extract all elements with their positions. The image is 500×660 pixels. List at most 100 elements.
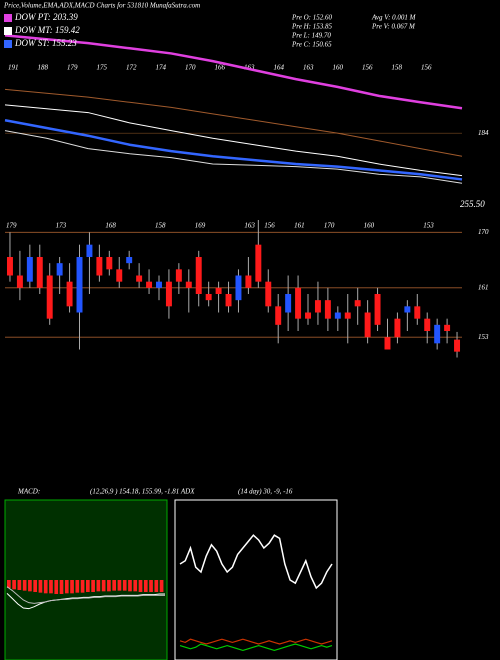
adx-values: (14 day) 30, -9, -16 <box>238 488 293 496</box>
candle-body <box>136 275 143 282</box>
candle-body <box>364 312 371 338</box>
histogram-bar <box>91 580 95 592</box>
x-label: 163 <box>303 64 314 72</box>
candle-body <box>86 244 93 257</box>
candle-body <box>444 324 451 331</box>
x-label: 156 <box>421 64 432 72</box>
candle-body <box>275 306 282 325</box>
high-label: 163 <box>244 222 255 230</box>
high-label: 156 <box>264 222 275 230</box>
histogram-bar <box>107 580 111 592</box>
legend-swatch <box>4 14 12 22</box>
legend-entry: DOW PT: 203.39 <box>14 12 78 22</box>
x-label: 160 <box>333 64 344 72</box>
high-label: 161 <box>294 222 305 230</box>
histogram-bar <box>86 580 90 592</box>
adx-panel <box>174 499 338 660</box>
candle-body <box>106 257 113 270</box>
histogram-bar <box>80 580 85 593</box>
histogram-bar <box>7 580 11 588</box>
x-label: 172 <box>126 64 137 72</box>
histogram-bar <box>96 580 101 592</box>
candle-body <box>235 275 242 301</box>
candle-body <box>46 275 53 319</box>
candle-body <box>344 312 351 319</box>
candle-body <box>146 281 153 288</box>
info: Pre L: 149.70 <box>291 32 331 40</box>
y-tick-label: 161 <box>478 283 489 291</box>
x-label: 179 <box>67 64 78 72</box>
x-label: 191 <box>8 64 19 72</box>
candle-body <box>16 275 23 288</box>
x-label: 166 <box>215 64 226 72</box>
macd-title: MACD: <box>17 488 40 496</box>
candle-body <box>215 287 222 294</box>
line-series <box>4 119 463 181</box>
high-label: 158 <box>155 222 166 230</box>
candle-body <box>156 281 162 288</box>
histogram-bar <box>122 580 127 591</box>
histogram-bar <box>112 580 117 591</box>
candle-body <box>56 263 63 276</box>
info: Pre H: 153.85 <box>291 23 332 31</box>
candle-body <box>265 281 272 307</box>
histogram-bar <box>117 580 122 591</box>
histogram-bar <box>133 580 138 592</box>
legend-swatch <box>4 40 12 48</box>
candle-body <box>305 312 311 319</box>
high-label: 153 <box>423 222 434 230</box>
candle-body <box>116 269 123 282</box>
candle-body <box>384 337 391 350</box>
x-label: 158 <box>392 64 403 72</box>
candle-body <box>394 318 401 338</box>
x-label: 174 <box>156 64 167 72</box>
y-tick-label: 184 <box>478 129 489 137</box>
candle-body <box>434 324 441 344</box>
histogram-bar <box>138 580 143 592</box>
high-label: 160 <box>364 222 375 230</box>
histogram-bar <box>12 580 16 590</box>
candle-body <box>76 257 83 313</box>
candle-body <box>245 275 252 288</box>
line-series <box>4 88 463 157</box>
last-value: 255.50 <box>460 199 485 209</box>
high-label: 179 <box>6 222 17 230</box>
macd-values: (12,26,9 ) 154.18, 155.99, -1.81 ADX <box>90 488 195 496</box>
candle-body <box>285 294 292 313</box>
info: Pre O: 152.60 <box>291 14 332 22</box>
candle-body <box>66 281 73 307</box>
histogram-bar <box>22 580 27 591</box>
histogram-bar <box>38 580 43 593</box>
line-series <box>4 104 463 177</box>
x-label: 156 <box>362 64 373 72</box>
info: Avg V: 0.001 M <box>371 14 417 22</box>
histogram-bar <box>143 580 148 592</box>
candle-body <box>96 257 103 276</box>
candle-body <box>26 257 33 282</box>
line-series <box>4 130 463 184</box>
y-tick-label: 153 <box>478 333 489 341</box>
line-series <box>6 586 165 604</box>
y-tick-label: 170 <box>478 228 489 236</box>
candle-body <box>334 312 341 319</box>
legend-swatch <box>4 27 12 35</box>
histogram-bar <box>154 580 159 592</box>
candle-body <box>175 269 182 282</box>
x-label: 170 <box>185 64 196 72</box>
x-label: 163 <box>244 64 255 72</box>
line-series <box>6 592 165 610</box>
histogram-bar <box>159 580 164 593</box>
line-series <box>4 34 463 110</box>
candle-body <box>225 294 232 307</box>
histogram-bar <box>33 580 38 592</box>
candle-body <box>165 281 172 307</box>
candle-body <box>414 306 421 319</box>
candle-body <box>295 287 302 319</box>
histogram-bar <box>43 580 48 594</box>
candle-body <box>454 339 461 352</box>
candle-body <box>324 300 331 319</box>
line-series <box>179 534 333 590</box>
legend-entry: DOW MT: 159.42 <box>14 25 80 35</box>
histogram-bar <box>70 580 74 594</box>
